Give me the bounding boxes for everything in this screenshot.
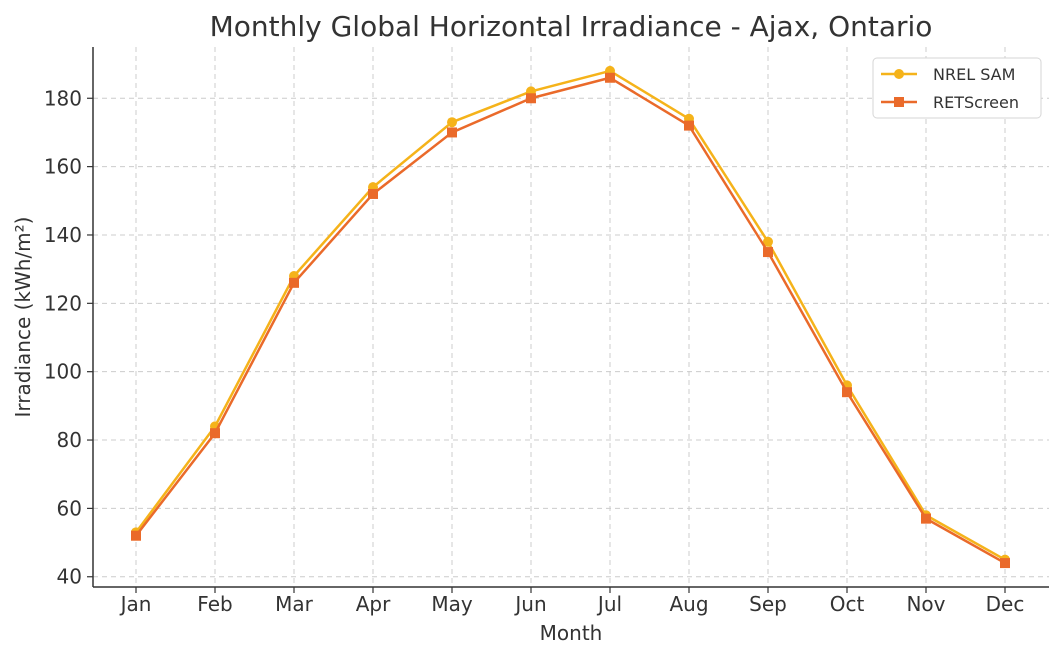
y-tick-label: 40 [57, 565, 82, 589]
legend-label: NREL SAM [933, 65, 1015, 84]
x-tick-label: Oct [830, 592, 865, 616]
data-point [763, 236, 773, 247]
series-line [135, 76, 1006, 565]
series-nrel-sam [131, 65, 1010, 565]
series-layer [131, 65, 1010, 569]
data-point [289, 277, 299, 288]
data-point [368, 188, 378, 199]
data-point [447, 127, 457, 138]
x-tick-label: Jan [119, 592, 152, 616]
grid [93, 47, 1049, 587]
y-tick-label: 180 [44, 86, 82, 110]
legend-marker [894, 69, 904, 79]
x-tick-label: Sep [749, 592, 787, 616]
y-tick-label: 80 [57, 428, 82, 452]
legend-marker [894, 97, 904, 107]
y-tick-label: 60 [57, 496, 82, 520]
data-point [763, 247, 773, 258]
data-point [526, 93, 536, 104]
data-point [921, 513, 931, 524]
legend: NREL SAM RETScreen [872, 57, 1042, 119]
x-tick-label: Dec [986, 592, 1025, 616]
axes [87, 47, 1049, 593]
x-tick-label: Aug [669, 592, 708, 616]
series-retscreen [131, 72, 1010, 569]
data-point [842, 387, 852, 398]
data-point [210, 428, 220, 439]
x-tick-label: Nov [906, 592, 945, 616]
data-point [131, 530, 141, 541]
x-tick-label: May [431, 592, 473, 616]
legend-label: RETScreen [933, 93, 1019, 112]
x-tick-label: Jul [596, 592, 622, 616]
x-tick-label: Jun [513, 592, 546, 616]
series-line [134, 69, 1006, 561]
data-point [605, 72, 615, 83]
x-tick-label: Feb [197, 592, 232, 616]
data-point [447, 117, 457, 128]
data-point [684, 120, 694, 131]
y-tick-label: 120 [44, 291, 82, 315]
y-tick-labels: 40 60 80 100 120 140 160 180 [44, 86, 82, 588]
data-point [1000, 558, 1010, 569]
x-axis-label: Month [540, 621, 603, 645]
x-tick-label: Apr [356, 592, 391, 616]
y-tick-label: 160 [44, 155, 82, 179]
x-tick-label: Mar [275, 592, 314, 616]
x-tick-labels: Jan Feb Mar Apr May Jun Jul Aug Sep Oct Nov Dec [119, 592, 1025, 616]
chart-title: Monthly Global Horizontal Irradiance - A… [210, 10, 933, 43]
y-tick-label: 140 [44, 223, 82, 247]
y-tick-label: 100 [44, 360, 82, 384]
y-axis-label: Irradiance (kWh/m²) [11, 217, 35, 418]
